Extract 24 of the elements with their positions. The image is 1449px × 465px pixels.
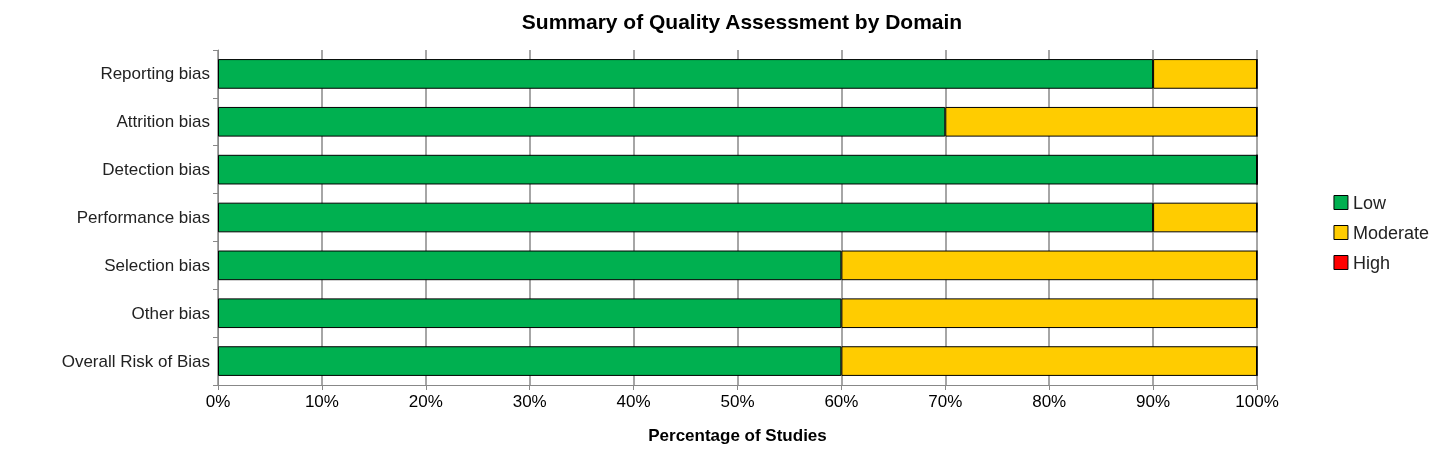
x-tick-label: 50%	[720, 392, 755, 411]
legend-label: Low	[1352, 192, 1387, 213]
y-tick-label: Overall Risk of Bias	[61, 351, 210, 371]
x-tick-label: 10%	[304, 392, 339, 411]
y-tick-label: Attrition bias	[116, 112, 210, 132]
legend-label: Moderate	[1352, 222, 1429, 243]
x-tick-label: 40%	[616, 392, 651, 411]
y-tick-label: Selection bias	[104, 255, 210, 275]
y-tick-label: Other bias	[131, 303, 210, 323]
x-tick-label: 0%	[205, 392, 231, 411]
y-tick-label: Detection bias	[102, 160, 210, 180]
y-tick-label: Performance bias	[76, 208, 210, 227]
x-axis-title: Percentage of Studies	[648, 426, 827, 445]
bar	[218, 154, 1257, 185]
x-tick-label: 70%	[928, 392, 963, 411]
x-tick-label: 60%	[824, 392, 859, 411]
x-tick-label: 100%	[1235, 392, 1279, 411]
x-tick-label: 30%	[512, 392, 547, 411]
x-tick-label: 80%	[1032, 392, 1067, 411]
x-tick-label: 20%	[408, 392, 443, 411]
chart-title: Summary of Quality Assessment by Domain	[521, 10, 963, 33]
legend-label: High	[1352, 252, 1390, 273]
y-tick-label: Reporting bias	[100, 64, 210, 84]
x-tick-label: 90%	[1136, 392, 1171, 411]
